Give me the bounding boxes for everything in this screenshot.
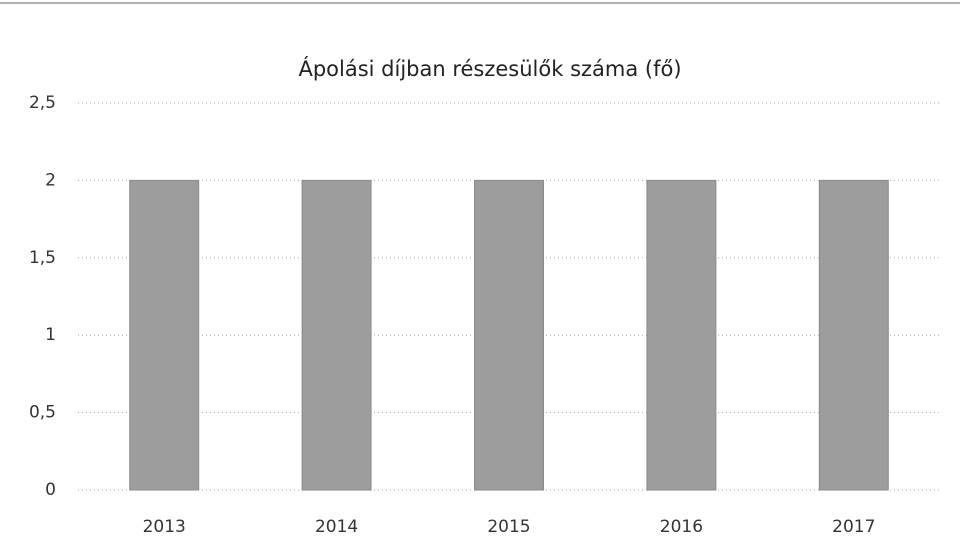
y-tick-label: 1 <box>45 325 56 345</box>
bar <box>474 179 544 491</box>
bar <box>818 179 889 491</box>
y-tick-label: 0 <box>45 480 56 500</box>
y-tick-label: 0,5 <box>29 403 56 423</box>
x-tick-label: 2013 <box>143 517 186 537</box>
x-tick-label: 2016 <box>660 517 703 537</box>
x-tick-label: 2017 <box>832 517 875 537</box>
x-tick-label: 2015 <box>487 517 530 537</box>
y-tick-label: 1,5 <box>29 248 56 268</box>
x-tick-label: 2014 <box>315 517 358 537</box>
bar <box>129 179 200 491</box>
chart-title: Ápolási díjban részesülők száma (fő) <box>298 56 681 81</box>
bar <box>301 179 372 491</box>
y-tick-label: 2 <box>45 170 56 190</box>
y-tick-label: 2,5 <box>29 93 56 113</box>
bar <box>646 179 717 491</box>
